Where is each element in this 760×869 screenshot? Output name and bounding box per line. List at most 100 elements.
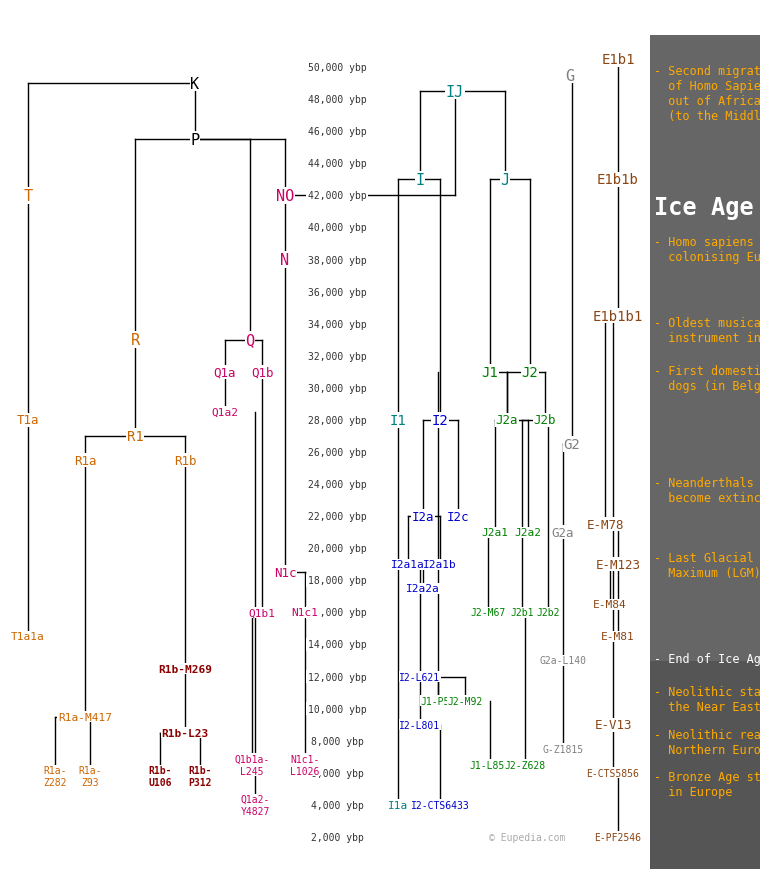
Text: J2-M92: J2-M92 bbox=[448, 696, 483, 706]
Text: E-M84: E-M84 bbox=[593, 600, 627, 610]
Text: 16,000 ybp: 16,000 ybp bbox=[308, 607, 366, 618]
Text: - Homo sapiens start
  colonising Europe: - Homo sapiens start colonising Europe bbox=[654, 236, 760, 264]
Text: NO: NO bbox=[276, 189, 294, 203]
Bar bbox=[650, 660, 760, 869]
Text: E-M123: E-M123 bbox=[596, 558, 641, 571]
Text: 46,000 ybp: 46,000 ybp bbox=[308, 127, 366, 137]
Text: - Neolithic reaches
  Northern Europe: - Neolithic reaches Northern Europe bbox=[654, 728, 760, 756]
Bar bbox=[650, 36, 760, 660]
Text: Estimated ages of Y-haplogroups (as of Feb. 2017)   -   © Eupedia.com: Estimated ages of Y-haplogroups (as of F… bbox=[91, 11, 669, 25]
Text: I2a1b: I2a1b bbox=[423, 560, 457, 569]
Text: G2a: G2a bbox=[552, 526, 575, 539]
Text: T1a1a: T1a1a bbox=[11, 632, 45, 641]
Text: R1a-
Z93: R1a- Z93 bbox=[78, 766, 102, 786]
Text: 14,000 ybp: 14,000 ybp bbox=[308, 640, 366, 650]
Text: N1c1: N1c1 bbox=[292, 607, 318, 618]
Text: I2: I2 bbox=[432, 414, 448, 428]
Text: - Last Glacial
  Maximum (LGM): - Last Glacial Maximum (LGM) bbox=[654, 552, 760, 580]
Text: R1b-
P312: R1b- P312 bbox=[188, 766, 212, 786]
Text: J: J bbox=[500, 173, 509, 188]
Text: © Eupedia.com: © Eupedia.com bbox=[489, 832, 565, 842]
Text: 36,000 ybp: 36,000 ybp bbox=[308, 288, 366, 297]
Text: J2a1: J2a1 bbox=[482, 527, 508, 538]
Text: R1a-
Z282: R1a- Z282 bbox=[43, 766, 67, 786]
Text: 12,000 ybp: 12,000 ybp bbox=[308, 672, 366, 682]
Text: G-Z1815: G-Z1815 bbox=[543, 744, 584, 753]
Text: I2-CTS6433: I2-CTS6433 bbox=[410, 800, 470, 810]
Text: 50,000 ybp: 50,000 ybp bbox=[308, 63, 366, 73]
Text: - Oldest musical
  instrument in Europe: - Oldest musical instrument in Europe bbox=[654, 316, 760, 344]
Text: E1b1: E1b1 bbox=[601, 53, 635, 67]
Text: J1: J1 bbox=[482, 365, 499, 380]
Text: R1b: R1b bbox=[174, 454, 196, 467]
Text: R1: R1 bbox=[127, 429, 144, 443]
Text: - First domesticated
  dogs (in Belgium): - First domesticated dogs (in Belgium) bbox=[654, 364, 760, 392]
Text: Q1b1: Q1b1 bbox=[249, 607, 275, 618]
Text: N: N bbox=[280, 253, 290, 268]
Text: R1a: R1a bbox=[74, 454, 97, 467]
Text: J2-Z628: J2-Z628 bbox=[505, 760, 546, 770]
Text: N1c: N1c bbox=[274, 566, 296, 579]
Text: 34,000 ybp: 34,000 ybp bbox=[308, 319, 366, 329]
Text: J2b1: J2b1 bbox=[510, 607, 534, 618]
Text: I2-L621: I2-L621 bbox=[400, 672, 441, 682]
Text: J2b2: J2b2 bbox=[537, 607, 560, 618]
Text: 22,000 ybp: 22,000 ybp bbox=[308, 512, 366, 521]
Text: G: G bbox=[565, 69, 575, 83]
Text: J2: J2 bbox=[521, 365, 538, 380]
Text: - Bronze Age starts
  in Europe: - Bronze Age starts in Europe bbox=[654, 770, 760, 798]
Text: I2a2a: I2a2a bbox=[406, 584, 440, 594]
Text: J1-P58: J1-P58 bbox=[420, 696, 456, 706]
Text: Q1b1a-
L245: Q1b1a- L245 bbox=[234, 754, 270, 776]
Text: 38,000 ybp: 38,000 ybp bbox=[308, 255, 366, 265]
Text: E-V13: E-V13 bbox=[594, 719, 632, 732]
Text: Q1b: Q1b bbox=[251, 366, 274, 379]
Text: 8,000 ybp: 8,000 ybp bbox=[311, 736, 363, 746]
Text: 20,000 ybp: 20,000 ybp bbox=[308, 544, 366, 554]
Text: Q1a2-
Y4827: Q1a2- Y4827 bbox=[240, 794, 270, 816]
Text: Q1a: Q1a bbox=[214, 366, 236, 379]
Text: I: I bbox=[416, 173, 425, 188]
Text: Q1a2: Q1a2 bbox=[211, 408, 239, 417]
Text: 18,000 ybp: 18,000 ybp bbox=[308, 575, 366, 586]
Text: R1b-L23: R1b-L23 bbox=[161, 728, 209, 738]
Text: 4,000 ybp: 4,000 ybp bbox=[311, 800, 363, 810]
Text: I2c: I2c bbox=[447, 510, 469, 523]
Text: R1b-
U106: R1b- U106 bbox=[148, 766, 172, 786]
Text: G2a-L140: G2a-L140 bbox=[540, 656, 587, 666]
Text: - Second migration
  of Homo Sapiens
  out of Africa
  (to the Middle East): - Second migration of Homo Sapiens out o… bbox=[654, 65, 760, 123]
Text: 6,000 ybp: 6,000 ybp bbox=[311, 768, 363, 778]
Text: 32,000 ybp: 32,000 ybp bbox=[308, 351, 366, 362]
Text: - End of Ice Age: - End of Ice Age bbox=[654, 653, 760, 666]
Text: E-PF2546: E-PF2546 bbox=[594, 832, 641, 842]
Text: T1a: T1a bbox=[17, 414, 40, 427]
Text: 44,000 ybp: 44,000 ybp bbox=[308, 159, 366, 169]
Text: K: K bbox=[191, 76, 200, 91]
Text: R: R bbox=[131, 333, 140, 348]
Text: E1b1b: E1b1b bbox=[597, 173, 639, 187]
Text: - Neolithic starts in
  the Near East: - Neolithic starts in the Near East bbox=[654, 685, 760, 713]
Text: P: P bbox=[191, 133, 200, 148]
Text: G2: G2 bbox=[564, 437, 581, 452]
Text: N1c1-
L1026: N1c1- L1026 bbox=[290, 754, 320, 776]
Text: R1a-M417: R1a-M417 bbox=[58, 712, 112, 722]
Text: 48,000 ybp: 48,000 ybp bbox=[308, 95, 366, 105]
Text: 2,000 ybp: 2,000 ybp bbox=[311, 832, 363, 842]
Text: 40,000 ybp: 40,000 ybp bbox=[308, 223, 366, 233]
Text: J2a2: J2a2 bbox=[515, 527, 541, 538]
Text: J2a: J2a bbox=[496, 414, 518, 427]
Text: J2-M67: J2-M67 bbox=[470, 607, 505, 618]
Text: Ice Age: Ice Age bbox=[654, 196, 754, 220]
Text: E-CTS5856: E-CTS5856 bbox=[587, 768, 639, 778]
Text: R1b-M269: R1b-M269 bbox=[158, 664, 212, 673]
Text: J2b: J2b bbox=[534, 414, 556, 427]
Text: 30,000 ybp: 30,000 ybp bbox=[308, 383, 366, 394]
Text: I2a1a: I2a1a bbox=[391, 560, 425, 569]
Text: J1-L858: J1-L858 bbox=[470, 760, 511, 770]
Text: 10,000 ybp: 10,000 ybp bbox=[308, 704, 366, 713]
Text: E-M81: E-M81 bbox=[601, 632, 635, 641]
Text: 26,000 ybp: 26,000 ybp bbox=[308, 448, 366, 457]
Text: E1b1b1: E1b1b1 bbox=[593, 309, 643, 323]
Text: I2-L801: I2-L801 bbox=[400, 720, 441, 730]
Text: 42,000 ybp: 42,000 ybp bbox=[308, 191, 366, 201]
